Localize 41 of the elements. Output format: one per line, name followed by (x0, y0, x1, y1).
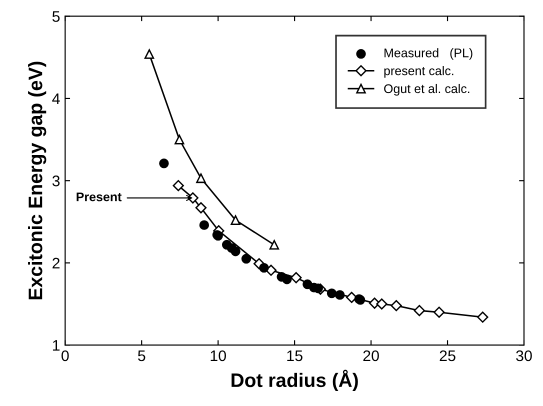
point (390, 300, 402, 312)
point (259, 262, 269, 273)
y-tick-label: 4 (52, 93, 60, 104)
point (174, 134, 184, 144)
point (172, 180, 184, 192)
point (265, 264, 277, 276)
point (290, 272, 302, 284)
point (241, 254, 252, 264)
point (326, 288, 337, 298)
y-tick-label: 5 (52, 11, 60, 22)
x-tick-label: 30 (516, 350, 532, 362)
y-tick-label: 3 (52, 176, 60, 186)
point (434, 306, 445, 318)
x-axis-title: Dot radius (Å) (232, 370, 358, 391)
y-tick-label: 2 (52, 258, 60, 268)
point (282, 274, 292, 284)
point (477, 312, 488, 323)
legend-label: present calc. (384, 66, 454, 78)
point (269, 240, 280, 250)
y-axis-title: Excitonic Energy gap (eV) (28, 62, 46, 300)
point (144, 49, 154, 59)
x-tick-label: 5 (138, 350, 146, 362)
point (334, 290, 345, 300)
point (346, 292, 358, 304)
point (230, 215, 240, 225)
legend-label: Ogut et al. calc. (384, 84, 470, 96)
legend-label: Measured (PL) (384, 48, 472, 60)
point (199, 220, 210, 230)
x-tick-label: 25 (440, 350, 456, 362)
x-tick-label: 20 (363, 350, 379, 362)
point (159, 158, 169, 168)
point (230, 246, 240, 256)
point (376, 298, 388, 310)
x-tick-label: 15 (287, 350, 302, 362)
point (196, 173, 206, 184)
x-tick-label: 0 (62, 350, 69, 362)
point (414, 304, 425, 316)
point (195, 202, 207, 214)
annotation: Present (76, 192, 122, 202)
y-tick-label: 1 (52, 340, 60, 351)
x-tick-label: 10 (210, 350, 226, 362)
